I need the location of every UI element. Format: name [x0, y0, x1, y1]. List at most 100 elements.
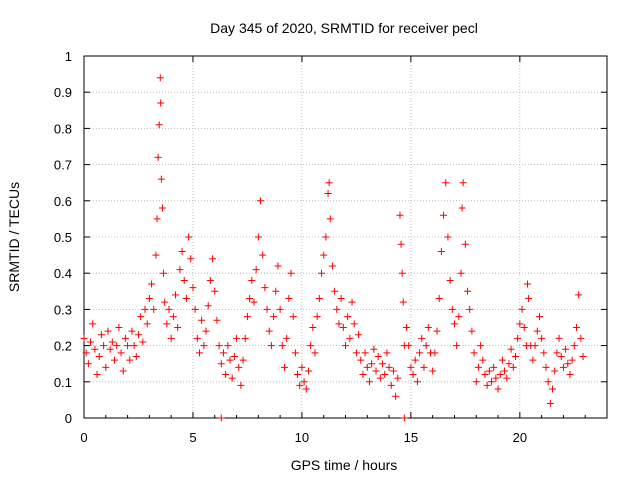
data-point: [429, 367, 437, 375]
data-point: [365, 378, 373, 386]
data-point: [498, 356, 506, 364]
data-point: [172, 291, 180, 299]
data-point: [82, 349, 90, 357]
data-point: [274, 262, 282, 270]
data-point: [407, 363, 415, 371]
data-point: [372, 367, 380, 375]
data-point: [444, 233, 452, 241]
data-point: [178, 247, 186, 255]
data-point: [152, 251, 160, 259]
data-point: [416, 349, 424, 357]
data-point: [169, 313, 177, 321]
data-point: [503, 374, 511, 382]
data-point: [132, 352, 140, 360]
data-point: [148, 280, 156, 288]
data-point: [325, 179, 333, 187]
data-point: [160, 269, 168, 277]
data-point: [322, 233, 330, 241]
data-point: [516, 320, 524, 328]
data-point: [217, 360, 225, 368]
data-point: [331, 287, 339, 295]
y-tick-label: 0.9: [54, 85, 72, 100]
data-point: [557, 352, 565, 360]
data-point: [507, 345, 515, 353]
data-point: [157, 99, 165, 107]
data-point: [145, 295, 153, 303]
data-point: [540, 349, 548, 357]
data-point: [468, 327, 476, 335]
data-point: [376, 374, 384, 382]
data-point: [176, 266, 184, 274]
data-point: [228, 374, 236, 382]
data-point: [291, 349, 299, 357]
data-point: [361, 349, 369, 357]
data-point: [248, 276, 256, 284]
data-point: [389, 367, 397, 375]
data-point: [464, 287, 472, 295]
data-point: [392, 392, 400, 400]
data-point: [106, 345, 114, 353]
data-point: [379, 360, 387, 368]
data-point: [575, 291, 583, 299]
data-point: [383, 349, 391, 357]
data-point: [134, 331, 142, 339]
data-point: [250, 298, 258, 306]
data-point: [241, 334, 249, 342]
data-point: [246, 295, 254, 303]
data-point: [394, 374, 402, 382]
data-point: [222, 371, 230, 379]
data-point: [435, 295, 443, 303]
data-point: [276, 305, 284, 313]
data-point: [455, 313, 463, 321]
data-point: [261, 284, 269, 292]
y-tick-label: 1: [65, 49, 72, 64]
data-point: [233, 334, 241, 342]
data-point: [542, 363, 550, 371]
data-point: [189, 284, 197, 292]
data-point: [211, 287, 219, 295]
data-point: [453, 342, 461, 350]
data-point: [533, 327, 541, 335]
data-point: [153, 215, 161, 223]
data-point: [204, 302, 212, 310]
data-point: [113, 342, 121, 350]
data-point: [448, 305, 456, 313]
y-tick-label: 0.5: [54, 230, 72, 245]
data-point: [304, 367, 312, 375]
data-point: [559, 363, 567, 371]
data-point: [124, 342, 132, 350]
data-point: [514, 334, 522, 342]
data-point: [363, 363, 371, 371]
data-point: [398, 269, 406, 277]
chart-title: Day 345 of 2020, SRMTID for receiver pec…: [210, 20, 478, 36]
data-point: [466, 305, 474, 313]
data-point: [501, 367, 509, 375]
data-point: [165, 305, 173, 313]
data-point: [355, 331, 363, 339]
data-point: [339, 324, 347, 331]
data-point: [226, 356, 234, 364]
y-tick-label: 0.1: [54, 375, 72, 390]
data-point: [100, 342, 108, 350]
data-point: [102, 363, 110, 371]
data-point: [318, 269, 326, 277]
data-point: [553, 349, 561, 357]
data-point: [348, 298, 356, 306]
data-point: [137, 313, 145, 321]
data-point: [470, 349, 478, 357]
data-point: [562, 345, 570, 353]
data-point: [570, 342, 578, 350]
data-point: [213, 316, 221, 324]
data-point: [399, 298, 407, 306]
data-point: [458, 204, 466, 212]
data-point: [568, 356, 576, 364]
data-point: [564, 360, 572, 368]
data-point: [385, 363, 393, 371]
data-point: [263, 305, 271, 313]
data-point: [278, 342, 286, 350]
data-point: [538, 334, 546, 342]
data-point: [283, 334, 291, 342]
data-point: [191, 305, 199, 313]
ticks: 00.10.20.30.40.50.60.70.80.910 5 10 15 20: [54, 49, 607, 445]
